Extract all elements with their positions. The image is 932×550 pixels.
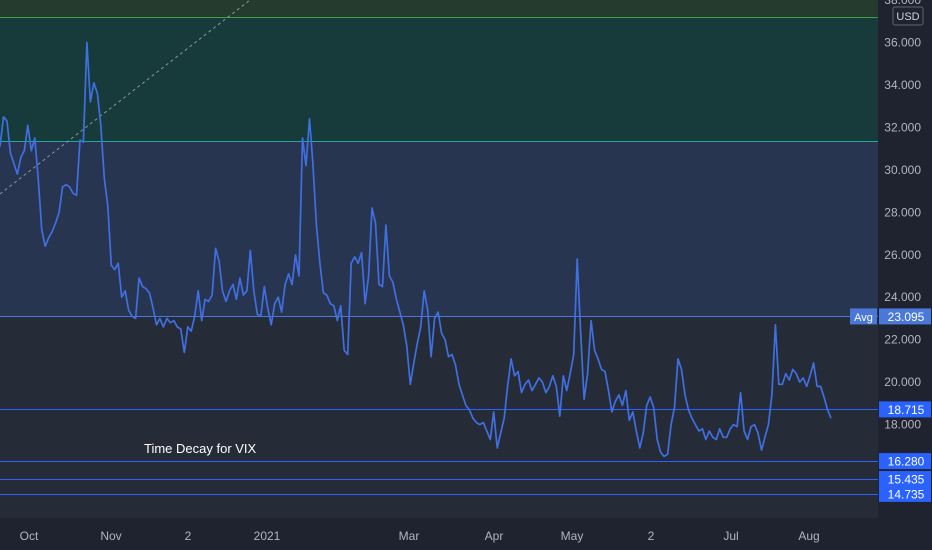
avg-tag-label: Avg [854,312,873,324]
time-decay-annotation: Time Decay for VIX [144,441,257,456]
price-axis: 18.000 20.000 22.000 24.000 26.000 28.000 30.0… [850,0,932,518]
x-tick-label: 2 [648,529,655,543]
x-tick-label: 2021 [254,529,281,543]
y-tick-label: 36.000 [884,35,921,49]
x-tick-label: Aug [798,529,819,543]
x-tick-label: 2 [185,529,192,543]
x-tick-label: Jul [723,529,738,543]
y-tick-label: 32.000 [884,120,921,134]
price-tag-4 [879,453,931,470]
trend-line [0,0,251,195]
currency-box[interactable] [892,6,924,26]
x-tick-label: Nov [100,529,121,543]
x-tick-label: May [561,529,584,543]
price-tag-label: 15.435 [888,473,925,487]
price-tag-2 [879,308,931,325]
y-tick-label: 26.000 [884,248,921,262]
y-tick-label: 22.000 [884,333,921,347]
zone-1 [0,16,878,142]
price-tag-label: 16.280 [888,455,925,469]
price-tag-label: 23.095 [888,310,925,324]
y-tick-label: 28.000 [884,205,921,219]
currency-label: USD [896,11,919,23]
zone-2 [0,141,878,317]
y-tick-label: 30.000 [884,163,921,177]
price-tag-6 [879,485,931,502]
y-tick-label: 38.000 [884,0,921,7]
zone-0 [0,0,878,17]
series-line-0 [0,41,832,458]
price-tag-5 [879,471,931,488]
x-tick-label: Apr [485,529,504,543]
y-tick-labels: 18.000 20.000 22.000 24.000 26.000 28.000 30.0… [884,0,921,432]
price-tag-label: 14.735 [888,487,925,501]
time-axis: Oct Nov 2 2021 Mar Apr May 2 Jul Aug [0,518,932,550]
price-tag-3 [879,401,931,418]
avg-tag [850,308,877,325]
price-tag-label: 18.715 [888,403,925,417]
y-tick-label: 18.000 [884,418,921,432]
x-tick-label: Mar [399,529,420,543]
y-tick-label: 34.000 [884,78,921,92]
x-tick-label: Oct [20,529,39,543]
series-lines [0,41,832,458]
y-tick-label: 20.000 [884,375,921,389]
x-tick-labels: Oct Nov 2 2021 Mar Apr May 2 Jul Aug [20,529,820,543]
y-tick-label: 24.000 [884,290,921,304]
price-zones [0,0,878,518]
zone-3 [0,316,878,518]
